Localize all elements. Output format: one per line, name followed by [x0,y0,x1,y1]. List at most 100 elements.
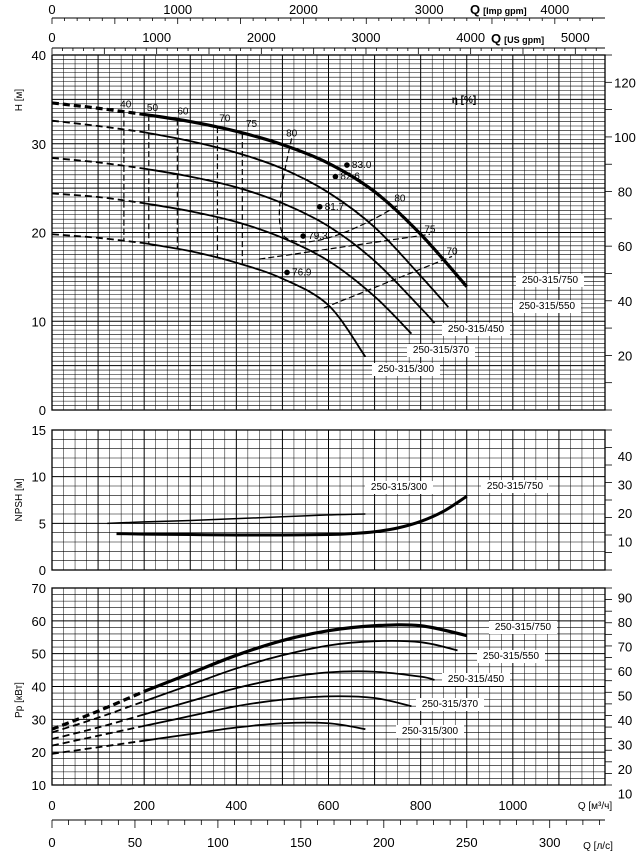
y-tick-label: 10 [32,470,46,485]
y-right-tick-label: 120 [614,75,636,90]
bep-marker [332,173,339,180]
panel-frame [51,587,606,786]
head-curve-label: 250-315/370 [413,345,470,356]
label-layer: 0102030400510151020304050607020406080100… [14,2,636,852]
y-right-tick-label: 80 [618,185,632,200]
bottom-ls-label: 50 [128,835,142,850]
power-curve [143,695,412,727]
head-curve-label: 250-315/750 [522,275,579,286]
y-tick-label: 40 [32,48,46,63]
top-us-label: 4000 [456,30,485,45]
curve-layer [51,101,468,755]
bottom-m3h-label: 800 [410,798,432,813]
y-tick-label: 40 [32,680,46,695]
top-imp-label: 0 [48,2,55,17]
bottom-ls-label: 250 [456,835,478,850]
y-tick-label: 30 [32,137,46,152]
top-us-title: Q [US gpm] [491,31,544,46]
npsh-curve [116,495,468,537]
y-axis-title-power: Pp [кВт] [14,682,25,718]
top-us-label: 0 [48,30,55,45]
y-right-tick-label: 50 [618,688,632,703]
y-tick-label: 20 [32,226,46,241]
top-imp-title: Q [Imp gpm] [470,2,527,17]
label-bg [477,650,545,663]
efficiency-iso-line [259,233,430,260]
power-curve-dashed [51,725,145,747]
top-us-label: 5000 [561,30,590,45]
label-bg [513,300,581,313]
efficiency-label: 80 [394,193,406,204]
y-tick-label: 10 [32,778,46,793]
power-curve-label: 250-315/750 [495,622,552,633]
y-axis-title-npsh: NPSH [м] [14,478,25,521]
label-bg [442,323,510,336]
y-right-tick-label: 70 [618,639,632,654]
head-curve [144,167,436,324]
y-right-tick-label: 100 [614,130,636,145]
panel-frame [51,54,606,411]
bottom-ls-label: 150 [290,835,312,850]
grid-layer [51,17,612,828]
y-right-tick-label: 40 [618,294,632,309]
y-right-tick-label: 10 [618,786,632,801]
label-bg [365,481,433,494]
top-us-label: 1000 [142,30,171,45]
y-right-tick-label: 20 [618,762,632,777]
bottom-m3h-label: 0 [48,798,55,813]
efficiency-label: 60 [177,106,189,117]
y-right-tick-label: 30 [618,737,632,752]
efficiency-label: 75 [424,224,436,235]
power-curve-dashed [51,689,145,731]
top-us-unit: [US gpm] [504,35,544,45]
power-curve [143,639,458,703]
label-bg [481,480,549,493]
power-curve [143,670,435,716]
y-tick-label: 5 [39,516,46,531]
y-tick-label: 60 [32,614,46,629]
head-curve [144,242,367,358]
bottom-m3h-label: 400 [225,798,247,813]
bottom-m3h-label: 1000 [498,798,527,813]
bottom-ls-label: 300 [539,835,561,850]
y-right-tick-label: 80 [618,615,632,630]
top-imp-label: 3000 [415,2,444,17]
bep-label: 83.0 [352,160,372,171]
label-bg [416,698,484,711]
efficiency-label: 70 [446,247,458,258]
y-right-tick-label: 40 [618,713,632,728]
bep-label: 82.6 [340,172,360,183]
efficiency-iso-line [278,138,401,243]
y-right-tick-label: 20 [618,506,632,521]
npsh-curve [107,513,366,525]
power-curve-dashed [51,739,145,755]
head-curve-dashed [51,119,145,134]
efficiency-label: 50 [147,103,159,114]
efficiency-label: 75 [246,119,258,130]
y-right-tick-label: 90 [618,591,632,606]
bep-marker [284,269,290,276]
y-right-tick-label: 30 [618,478,632,493]
top-us-label: 2000 [247,30,276,45]
head-curve-label: 250-315/550 [519,301,576,312]
label-bg [516,274,584,287]
y-right-tick-label: 20 [618,348,632,363]
power-curve-label: 250-315/370 [422,699,479,710]
label-bg [489,621,557,634]
y-tick-label: 0 [39,403,46,418]
bottom-ls-label: 0 [48,835,55,850]
power-curve [143,623,468,693]
top-imp-label: 1000 [163,2,192,17]
head-curve-label: 250-315/450 [448,324,505,335]
power-curve-label: 250-315/300 [402,726,459,737]
efficiency-label: 70 [219,113,231,124]
efficiency-label: 80 [286,129,298,140]
bottom-ls-title: Q [л/с] [583,841,613,852]
top-imp-label: 2000 [289,2,318,17]
bep-marker [300,233,306,239]
bep-marker [344,162,350,168]
y-tick-label: 0 [39,563,46,578]
npsh-curve-label: 250-315/750 [487,481,544,492]
label-bg [396,725,464,738]
